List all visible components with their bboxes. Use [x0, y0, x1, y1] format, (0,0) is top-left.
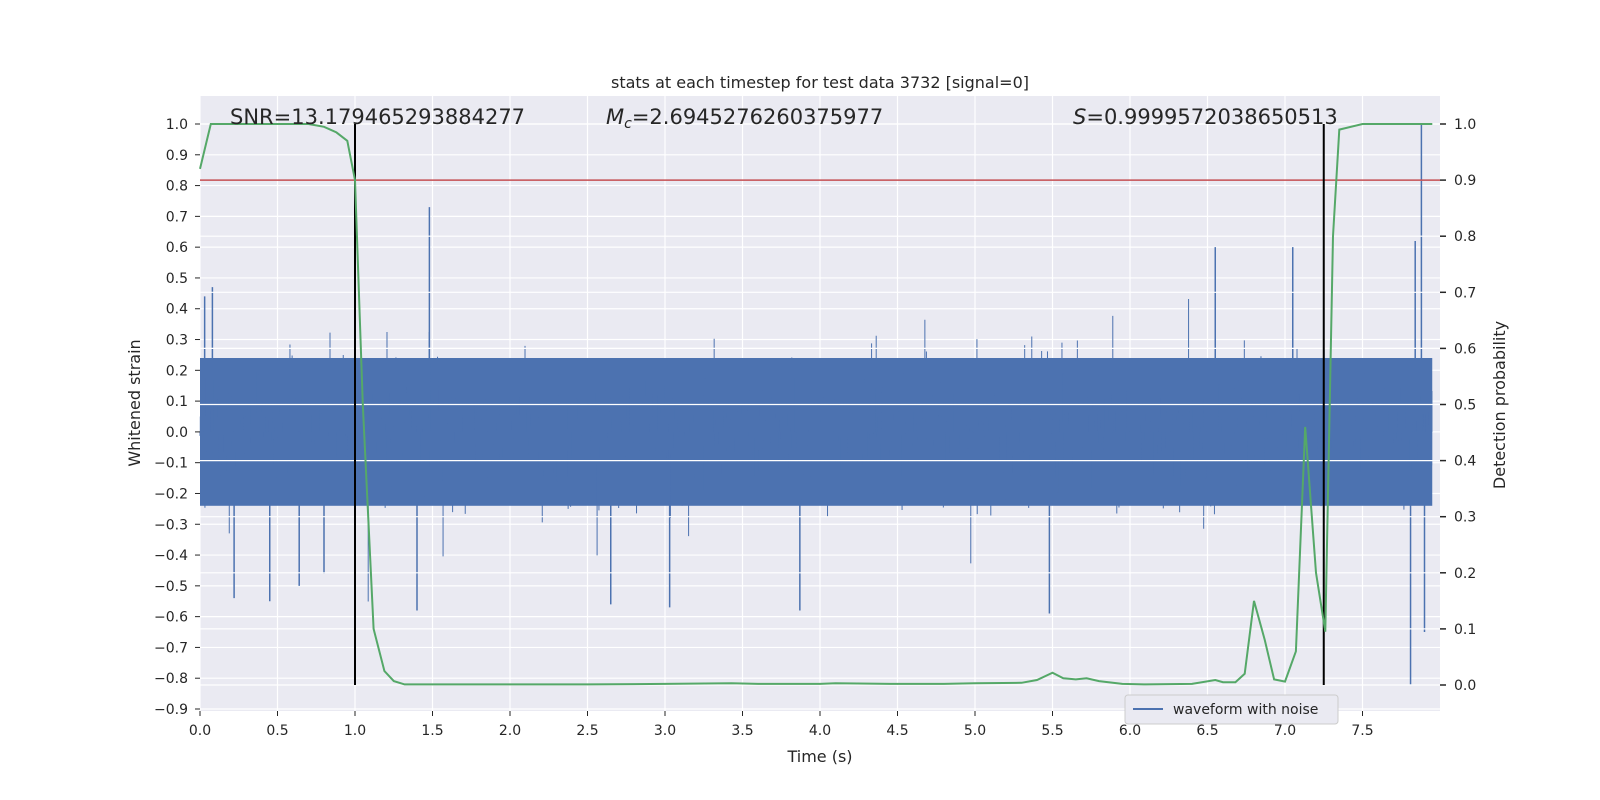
x-tick-label: 6.5: [1196, 723, 1218, 739]
y-tick-label: −0.9: [154, 702, 188, 718]
y2-tick-labels: 1.0 0.9 0.8 0.7 0.6 0.5 0.4 0.3 0.2 0.1 0.0: [1440, 117, 1476, 694]
y-tick-label: −0.1: [154, 456, 188, 472]
x-tick-label: 5.0: [964, 723, 986, 739]
y-tick-label: 0.9: [166, 148, 188, 164]
y2-tick-label: 0.5: [1454, 398, 1476, 414]
y2-tick-label: 0.6: [1454, 341, 1476, 357]
y-tick-label: 1.0: [166, 117, 188, 133]
legend: waveform with noise: [1124, 694, 1339, 725]
x-tick-label: 6.0: [1119, 723, 1141, 739]
x-tick-label: 7.5: [1351, 723, 1373, 739]
y-tick-label: 0.3: [166, 333, 188, 349]
x-tick-label: 3.0: [654, 723, 676, 739]
y2-tick-label: 0.4: [1454, 454, 1476, 470]
x-tick-label: 0.0: [189, 723, 211, 739]
mc-annotation: Mc=2.6945276260375977: [606, 105, 883, 132]
x-tick-label: 4.0: [809, 723, 831, 739]
y2-tick-label: 1.0: [1454, 117, 1476, 133]
chart-title: stats at each timestep for test data 373…: [611, 73, 1029, 92]
y-tick-label: −0.5: [154, 579, 188, 595]
legend-entry: waveform with noise: [1173, 702, 1318, 718]
x-tick-label: 1.0: [344, 723, 366, 739]
y-tick-label: 0.8: [166, 179, 188, 195]
y-tick-label: −0.4: [154, 548, 188, 564]
y2-tick-label: 0.9: [1454, 173, 1476, 189]
y-tick-label: −0.3: [154, 517, 188, 533]
y-tick-label: 0.1: [166, 394, 188, 410]
y-tick-labels: 1.0 0.9 0.8 0.7 0.6 0.5 0.4 0.3 0.2 0.1 0.0 −0.1 −0.…: [154, 117, 200, 718]
snr-annotation: SNR=13.179465293884277: [230, 105, 525, 129]
vertical-markers: [354, 124, 1325, 685]
legend-box: [1124, 694, 1339, 725]
x-tick-label: 4.5: [886, 723, 908, 739]
x-axis-label: Time (s): [786, 747, 852, 766]
y2-tick-label: 0.7: [1454, 285, 1476, 301]
x-tick-label: 1.5: [421, 723, 443, 739]
y-tick-label: −0.7: [154, 640, 188, 656]
y2-tick-label: 0.0: [1454, 678, 1476, 694]
y-tick-label: 0.2: [166, 363, 188, 379]
x-tick-label: 3.5: [731, 723, 753, 739]
y2-tick-label: 0.2: [1454, 566, 1476, 582]
y-tick-label: 0.5: [166, 271, 188, 287]
waveform-noise: [199, 299, 1433, 602]
y2-tick-label: 0.1: [1454, 622, 1476, 638]
s-annotation: S=0.9999572038650513: [1073, 105, 1338, 129]
x-tick-label: 2.5: [576, 723, 598, 739]
y-tick-label: 0.0: [166, 425, 188, 441]
right-axis-gridlines: [200, 123, 1440, 686]
y-tick-label: 0.4: [166, 302, 188, 318]
x-tick-label: 0.5: [266, 723, 288, 739]
y2-tick-label: 0.8: [1454, 229, 1476, 245]
y2-axis-label: Detection probability: [1490, 321, 1509, 489]
y-tick-label: −0.2: [154, 486, 188, 502]
y-tick-label: −0.8: [154, 671, 188, 687]
x-tick-label: 2.0: [499, 723, 521, 739]
y-tick-label: −0.6: [154, 610, 188, 626]
detection-probability-line: [199, 123, 1433, 686]
waveform-series: [199, 124, 1433, 685]
x-tick-label: 7.0: [1274, 723, 1296, 739]
y-tick-label: 0.6: [166, 240, 188, 256]
y-tick-label: 0.7: [166, 209, 188, 225]
x-tick-label: 5.5: [1041, 723, 1063, 739]
y2-tick-label: 0.3: [1454, 510, 1476, 526]
y-axis-label: Whitened strain: [125, 339, 144, 466]
